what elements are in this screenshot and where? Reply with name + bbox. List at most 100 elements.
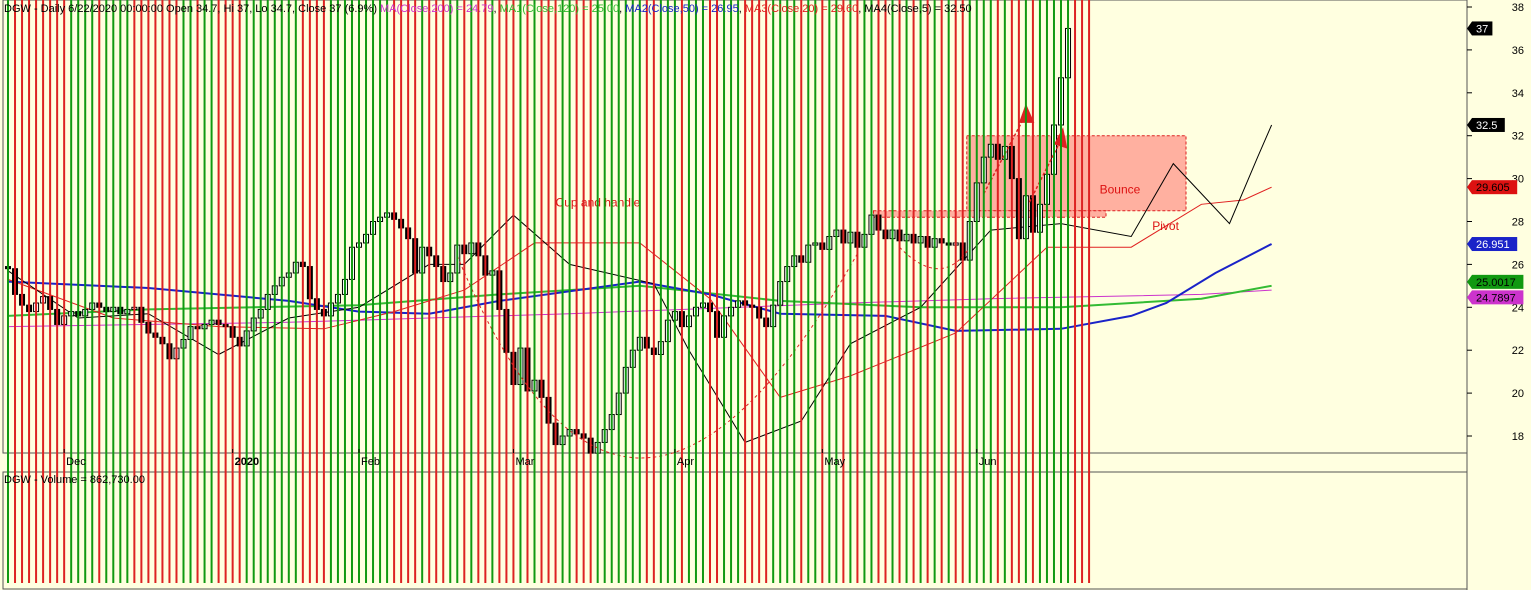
volume-bar bbox=[1060, 0, 1062, 583]
price-badge-label: 24.7897 bbox=[1476, 292, 1516, 304]
volume-bar bbox=[70, 0, 73, 583]
volume-bar bbox=[933, 0, 936, 583]
volume-bar bbox=[224, 0, 227, 583]
volume-bar bbox=[231, 0, 234, 583]
volume-bar bbox=[1074, 0, 1077, 583]
volume-bar bbox=[126, 0, 129, 583]
price-badge-label: 37 bbox=[1476, 23, 1488, 35]
volume-bar bbox=[456, 0, 459, 583]
volume-bar bbox=[673, 0, 676, 583]
volume-bars bbox=[7, 0, 1091, 583]
volume-bar bbox=[379, 0, 382, 583]
volume-bar bbox=[891, 0, 894, 583]
volume-bar bbox=[252, 0, 255, 583]
volume-bar bbox=[449, 0, 452, 583]
volume-bar bbox=[877, 0, 880, 583]
sep-4: , bbox=[858, 3, 865, 15]
volume-bar bbox=[266, 0, 269, 583]
volume-bar bbox=[723, 0, 726, 583]
x-tick-label: Feb bbox=[361, 456, 380, 468]
ma5-label: MA4(Close,5) = 32.50 bbox=[864, 3, 972, 15]
volume-bar bbox=[491, 0, 494, 583]
volume-bar bbox=[975, 0, 978, 583]
volume-bar bbox=[645, 0, 648, 583]
volume-bar bbox=[217, 0, 220, 583]
volume-bar bbox=[322, 0, 325, 583]
volume-bar bbox=[687, 0, 690, 583]
volume-header: DGW - Volume = 862,730.00 bbox=[4, 474, 145, 486]
arrow-line-2 bbox=[1028, 139, 1062, 203]
volume-bar bbox=[554, 0, 557, 583]
volume-bar bbox=[982, 0, 985, 583]
volume-bar bbox=[821, 0, 824, 583]
x-tick-label: Mar bbox=[515, 456, 534, 468]
volume-bar bbox=[414, 0, 417, 583]
sep-1: , bbox=[493, 3, 500, 15]
volume-bar bbox=[940, 0, 943, 583]
annotation-label: Bounce bbox=[1100, 183, 1141, 197]
ma20-label: MA3(Close,20) = 29.60 bbox=[744, 3, 859, 15]
volume-bar bbox=[498, 0, 501, 583]
volume-bar bbox=[547, 0, 550, 583]
volume-bar bbox=[652, 0, 655, 583]
volume-bar bbox=[758, 0, 761, 583]
price-badge bbox=[1472, 274, 1524, 289]
volume-bar bbox=[744, 0, 747, 583]
price-badge-pointer bbox=[1467, 290, 1472, 305]
volume-bar bbox=[140, 0, 143, 583]
volume-bar bbox=[1052, 0, 1055, 583]
volume-bar bbox=[147, 0, 150, 583]
volume-bar bbox=[203, 0, 206, 583]
price-badge-pointer bbox=[1467, 237, 1472, 252]
volume-bar bbox=[259, 0, 262, 583]
x-tick-label: Dec bbox=[66, 456, 86, 468]
header-prefix: DGW - Daily 6/22/2020 00:00:00 Open 34.7… bbox=[4, 3, 381, 15]
volume-bar bbox=[1045, 0, 1048, 583]
volume-bar bbox=[442, 0, 445, 583]
volume-bar bbox=[624, 0, 627, 583]
volume-bar bbox=[28, 0, 31, 583]
volume-bar bbox=[835, 0, 838, 583]
volume-bar bbox=[315, 0, 318, 583]
volume-bar bbox=[365, 0, 368, 583]
volume-bar bbox=[519, 0, 522, 583]
volume-bar bbox=[701, 0, 704, 583]
volume-bar bbox=[786, 0, 789, 583]
volume-bar bbox=[954, 0, 957, 583]
annotation-label: Pivot bbox=[1152, 219, 1179, 233]
price-badge bbox=[1472, 237, 1518, 252]
volume-bar bbox=[919, 0, 922, 583]
y-tick-label: 32 bbox=[1512, 131, 1524, 143]
volume-bar bbox=[168, 0, 171, 583]
volume-bar bbox=[575, 0, 578, 583]
volume-bar bbox=[561, 0, 564, 583]
volume-bar bbox=[1010, 0, 1013, 583]
volume-bar bbox=[905, 0, 908, 583]
volume-bar bbox=[1031, 0, 1034, 583]
volume-bar bbox=[189, 0, 192, 583]
volume-bar bbox=[245, 0, 248, 583]
volume-bar bbox=[386, 0, 389, 583]
volume-bar bbox=[568, 0, 571, 583]
volume-bar bbox=[77, 0, 80, 583]
volume-bar bbox=[898, 0, 901, 583]
volume-bar bbox=[393, 0, 396, 583]
volume-bar bbox=[421, 0, 424, 583]
volume-bar bbox=[175, 0, 178, 583]
volume-bar bbox=[435, 0, 438, 583]
volume-bar bbox=[407, 0, 410, 583]
volume-bar bbox=[659, 0, 662, 583]
volume-bar bbox=[350, 0, 353, 583]
y-tick-label: 22 bbox=[1512, 345, 1524, 357]
volume-bar bbox=[112, 0, 115, 583]
volume-bar bbox=[772, 0, 775, 583]
volume-bar bbox=[989, 0, 992, 583]
volume-bar bbox=[596, 0, 599, 583]
volume-bar bbox=[238, 0, 241, 583]
volume-bar bbox=[603, 0, 606, 583]
volume-bar bbox=[196, 0, 199, 583]
x-tick-label: 2020 bbox=[235, 456, 259, 468]
ma120-label: MA1(Close,120) = 25.00 bbox=[499, 3, 620, 15]
volume-bar bbox=[582, 0, 585, 583]
